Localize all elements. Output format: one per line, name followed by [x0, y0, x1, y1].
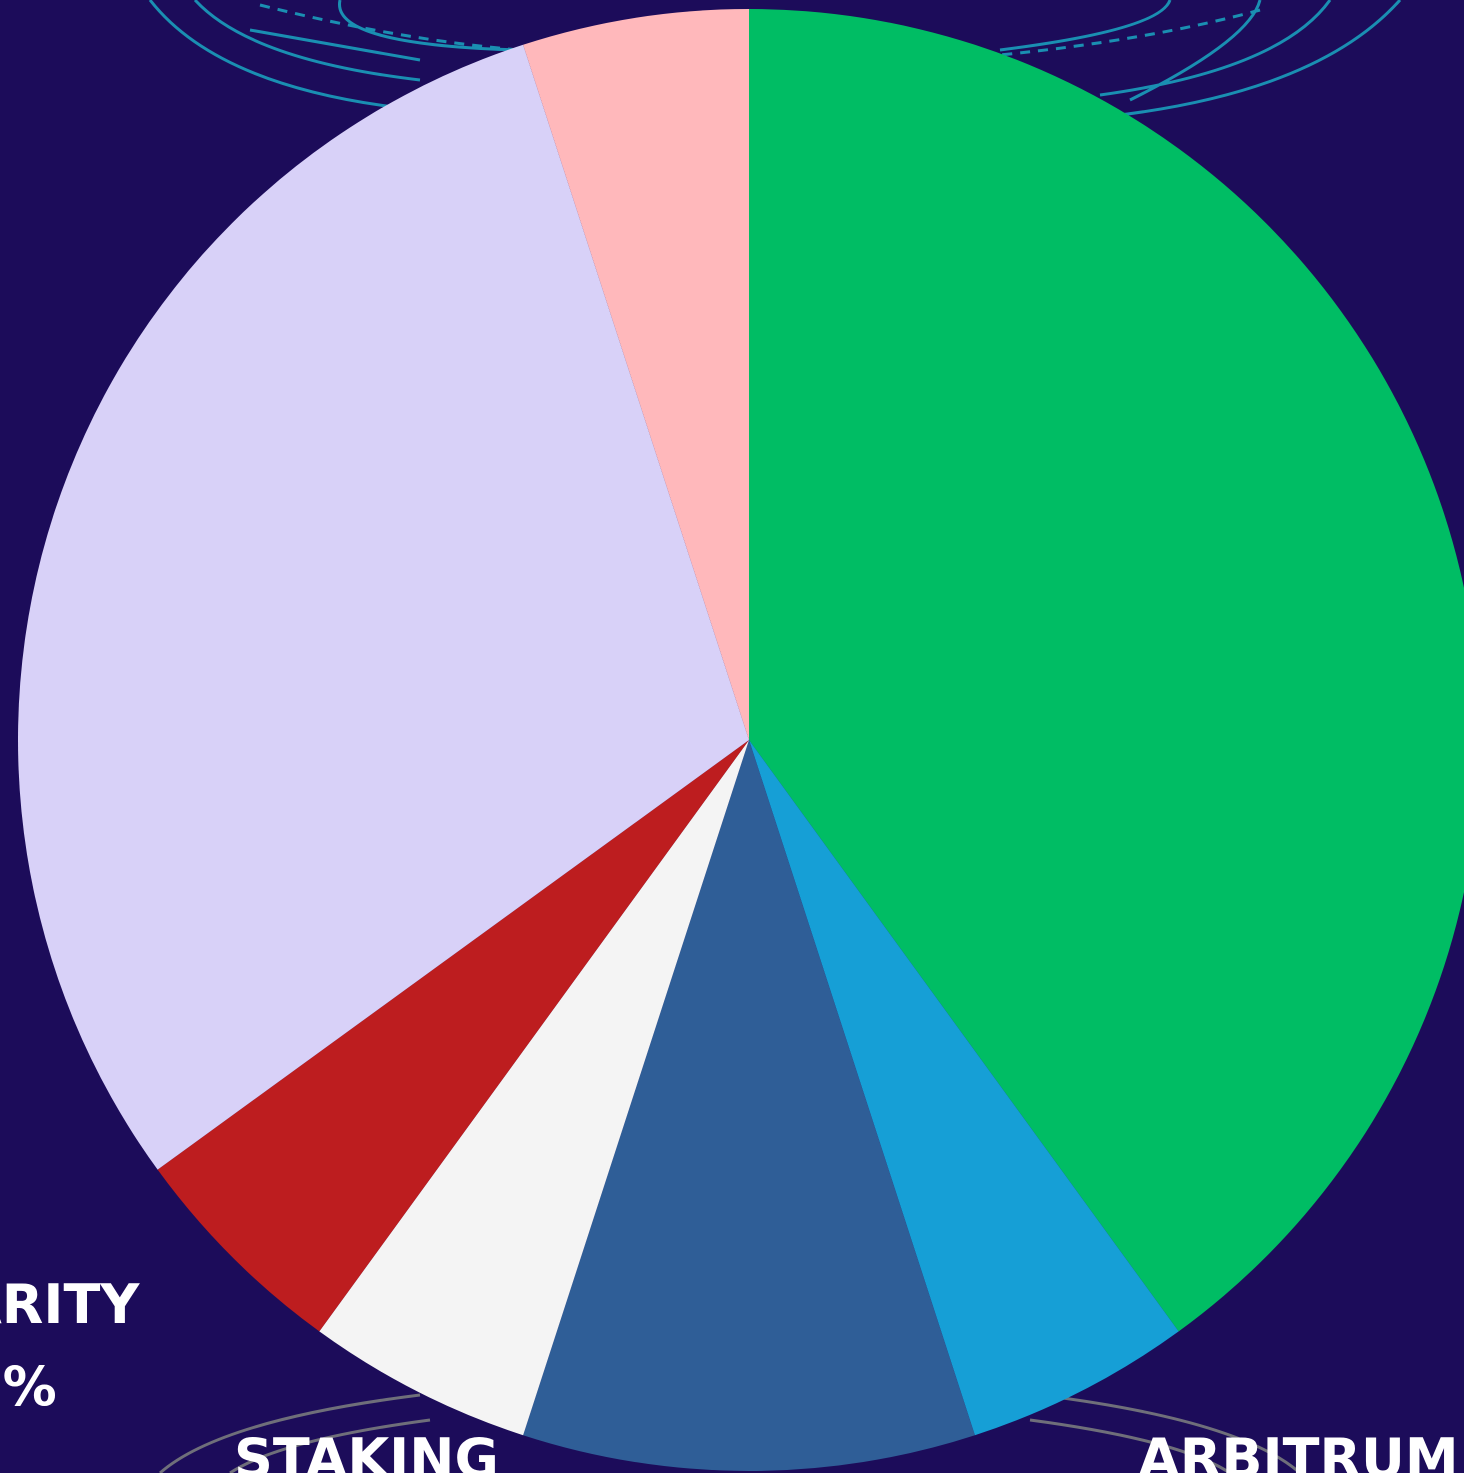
ornament-top-left [148, 0, 521, 112]
pie-slice-7 [523, 9, 749, 740]
pie-slice-2 [749, 740, 1179, 1436]
pie-slice-1 [749, 9, 1464, 1332]
pie-slice-3 [523, 740, 975, 1471]
ornament-bottom-right [1029, 1393, 1301, 1473]
pie-slice-4 [319, 740, 749, 1436]
label-staking: STAKING [234, 1427, 499, 1473]
label-arbitrum: ARBITRUM C [1138, 1427, 1464, 1473]
label-charity: ARITY [0, 1273, 140, 1336]
pie-slice-5 [157, 740, 749, 1332]
ornament-top-right [999, 0, 1402, 117]
label-charity-percent: 5% [0, 1355, 57, 1418]
ornament-bottom-left [159, 1393, 431, 1473]
pie-slice-6 [18, 44, 750, 1170]
